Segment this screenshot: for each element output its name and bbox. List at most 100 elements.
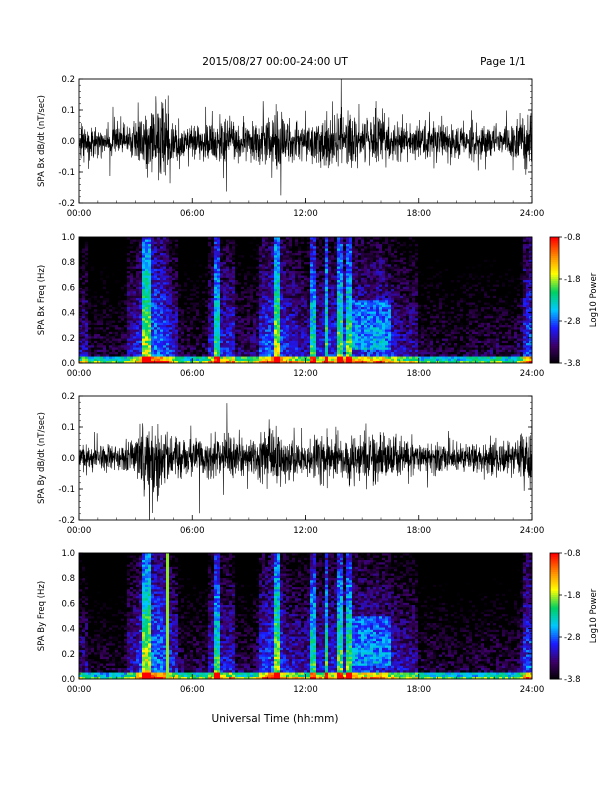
bx-spectrogram-cell: [115, 324, 119, 328]
bx-spectrogram-cell: [160, 333, 164, 337]
bx-spectrogram-cell: [154, 333, 158, 337]
bx-spectrogram-cell: [241, 309, 245, 312]
bx-spectrogram-cell: [82, 264, 86, 267]
bx-spectrogram-cell: [307, 273, 311, 276]
bx-spectrogram-cell: [154, 293, 158, 296]
bx-spectrogram-cell: [331, 313, 335, 317]
bx-spectrogram-cell: [325, 360, 329, 364]
bx-spectrogram-cell: [91, 277, 95, 281]
bx-spectrogram-cell: [106, 356, 110, 359]
bx-spectrogram-cell: [82, 266, 86, 269]
bx-spectrogram-cell: [151, 327, 155, 330]
bx-spectrogram-cell: [262, 266, 266, 269]
bx-spectrogram-cell: [133, 273, 137, 276]
bx-spectrogram-cell: [199, 243, 203, 247]
bx-spectrogram-cell: [193, 338, 197, 341]
bx-spectrogram-cell: [298, 356, 302, 359]
bx-spectrogram-cell: [334, 295, 338, 299]
bx-spectrogram-cell: [238, 284, 242, 287]
bx-spectrogram-cell: [208, 347, 212, 350]
bx-spectrogram-cell: [235, 358, 239, 362]
bx-spectrogram-cell: [178, 342, 182, 346]
bx-spectrogram-cell: [190, 340, 194, 344]
bx-spectrogram-cell: [118, 264, 122, 267]
bx-spectrogram-cell: [310, 243, 314, 247]
bx-spectrogram-cell: [88, 241, 92, 245]
bx-spectrogram-cell: [151, 248, 155, 251]
bx-spectrogram-cell: [166, 327, 170, 330]
bx-spectrogram-cell: [184, 300, 188, 303]
bx-spectrogram-cell: [292, 297, 296, 301]
bx-spectrogram-cell: [118, 322, 122, 326]
bx-spectrogram-cell: [172, 250, 176, 254]
bx-spectrogram-cell: [226, 349, 230, 353]
bx-spectrogram-cell: [205, 248, 209, 251]
bx-spectrogram-cell: [151, 338, 155, 341]
bx-spectrogram-cell: [88, 255, 92, 258]
bx-spectrogram-cell: [271, 311, 275, 314]
bx-spectrogram-cell: [79, 293, 83, 296]
bx-spectrogram-cell: [271, 360, 275, 364]
bx-spectrogram-cell: [319, 354, 323, 357]
bx-spectrogram-cell: [310, 347, 314, 350]
bx-spectrogram-cell: [313, 270, 317, 274]
bx-spectrogram-cell: [277, 300, 281, 303]
bx-spectrogram-cell: [241, 313, 245, 317]
bx-spectrogram-cell: [85, 347, 89, 350]
bx-spectrogram-cell: [223, 329, 227, 332]
bx-spectrogram-cell: [301, 347, 305, 350]
bx-spectrogram-cell: [334, 349, 338, 353]
bx-spectrogram-cell: [244, 239, 248, 242]
bx-spectrogram-cell: [202, 342, 206, 346]
bx-spectrogram-cell: [235, 304, 239, 308]
bx-spectrogram-cell: [289, 336, 293, 339]
bx-spectrogram-cell: [175, 239, 179, 242]
bx-spectrogram-cell: [325, 327, 329, 330]
bx-spectrogram-cell: [91, 261, 95, 265]
bx-spectrogram-cell: [85, 302, 89, 305]
bx-spectrogram-cell: [271, 336, 275, 339]
bx-spectrogram-cell: [139, 279, 143, 283]
bx-spectrogram-cell: [334, 284, 338, 287]
bx-spectrogram-cell: [103, 358, 107, 362]
bx-spectrogram-cell: [151, 264, 155, 267]
bx-spectrogram-cell: [340, 347, 344, 350]
bx-spectrogram-cell: [121, 268, 125, 272]
bx-spectrogram-cell: [163, 264, 167, 267]
bx-trace-axes: 0.20.10.0-0.1-0.200:00 06:00 12:00 18:00 24:…: [37, 75, 544, 219]
bx-spectrogram-cell: [85, 239, 89, 242]
bx-spectrogram-cell: [199, 327, 203, 330]
bx-spectrogram-cell: [289, 273, 293, 276]
bx-spectrogram-cell: [130, 324, 134, 328]
bx-spectrogram-cell: [250, 284, 254, 287]
bx-spectrogram-cell: [148, 248, 152, 251]
bx-spectrogram-cell: [145, 297, 149, 301]
bx-spectrogram-cell: [112, 327, 116, 330]
bx-spectrogram-cell: [184, 331, 188, 335]
bx-spectrogram-cell: [268, 329, 272, 332]
bx-spectrogram-cell: [325, 313, 329, 317]
bx-spectrogram-cell: [106, 315, 110, 319]
bx-spectrogram-cell: [262, 300, 266, 303]
bx-spectrogram-cell: [295, 351, 299, 355]
bx-spectrogram-cell: [325, 340, 329, 344]
bx-spectrogram-cell: [313, 239, 317, 242]
bx-spectrogram-cell: [280, 313, 284, 317]
bx-spectrogram-cell: [271, 239, 275, 242]
bx-spectrogram-cell: [160, 250, 164, 254]
bx-spectrogram-cell: [211, 331, 215, 335]
bx-spectrogram-cell: [283, 259, 287, 263]
bx-spectrogram-cell: [94, 300, 98, 303]
bx-spectrogram-cell: [133, 266, 137, 269]
bx-spectrogram-cell: [277, 286, 281, 290]
bx-spectrogram-cell: [265, 264, 269, 267]
bx-spectrogram-cell: [133, 315, 137, 319]
bx-spectrogram-cell: [142, 356, 146, 359]
bx-spectrogram-cell: [136, 313, 140, 317]
bx-spectrogram-cell: [133, 264, 137, 267]
bx-spectrogram-cell: [88, 349, 92, 353]
bx-spectrogram-cell: [85, 268, 89, 272]
bx-spectrogram-cell: [247, 257, 251, 260]
bx-spectrogram-cell: [187, 277, 191, 281]
bx-spectrogram-cell: [286, 268, 290, 272]
